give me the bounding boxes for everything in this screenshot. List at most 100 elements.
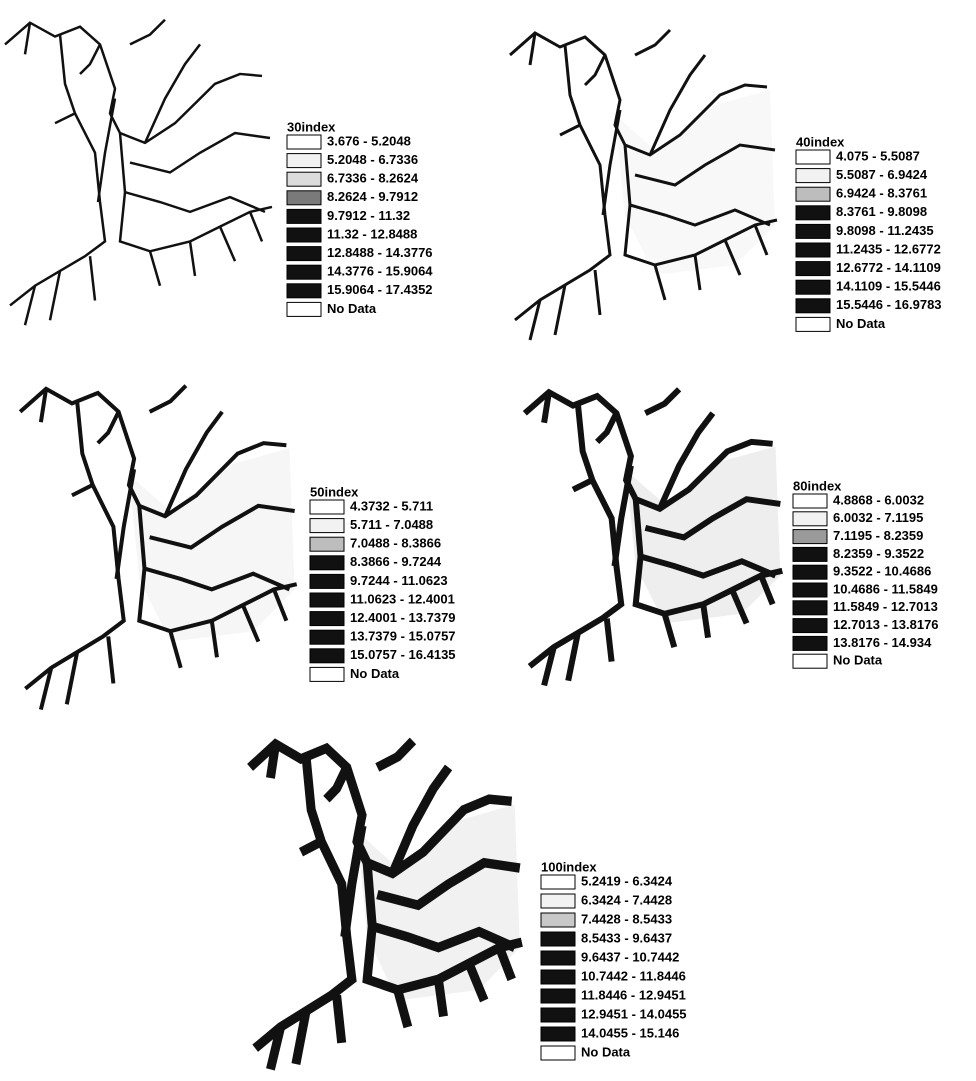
legend-swatch xyxy=(287,135,321,149)
legend-swatch xyxy=(793,601,827,615)
river xyxy=(597,413,616,442)
legend-swatch xyxy=(793,619,827,633)
legend-label: 12.4001 - 13.7379 xyxy=(350,610,456,625)
river xyxy=(190,241,195,275)
legend-swatch xyxy=(796,224,830,238)
legend-label: 5.2419 - 6.3424 xyxy=(581,873,673,888)
legend-swatch xyxy=(796,299,830,313)
legend-label: No Data xyxy=(581,1044,631,1059)
river xyxy=(615,466,631,566)
river xyxy=(98,412,119,443)
legend-label: 9.7912 - 11.32 xyxy=(327,208,410,223)
legend-label: 11.5849 - 12.7013 xyxy=(833,599,938,614)
map xyxy=(525,389,782,685)
map-shade xyxy=(615,90,775,275)
river xyxy=(150,386,186,412)
legend-swatch xyxy=(287,228,321,242)
river xyxy=(607,619,612,662)
river xyxy=(120,133,272,251)
river xyxy=(555,285,565,335)
legend-label: 6.0032 - 7.1195 xyxy=(833,510,923,525)
legend-label: 7.1195 - 8.2359 xyxy=(833,528,923,543)
river xyxy=(220,227,235,261)
legend-swatch xyxy=(796,206,830,220)
legend-label: 8.3761 - 9.8098 xyxy=(836,204,927,219)
river xyxy=(50,271,60,320)
legend-label: 12.9451 - 14.0455 xyxy=(581,1006,687,1021)
river xyxy=(117,469,135,579)
legend-label: 7.0488 - 8.3866 xyxy=(350,536,441,551)
river xyxy=(145,44,200,143)
legend-label: 15.9064 - 17.4352 xyxy=(327,282,433,297)
legend-label: 14.1109 - 15.5446 xyxy=(836,279,941,294)
legend-label: 4.8868 - 6.0032 xyxy=(833,492,924,507)
legend-label: 5.2048 - 6.7336 xyxy=(327,152,418,167)
legend-swatch xyxy=(793,494,827,508)
legend-label: 9.8098 - 11.2435 xyxy=(836,223,934,238)
legend-label: 12.7013 - 13.8176 xyxy=(833,617,939,632)
river xyxy=(130,20,165,45)
legend-swatch xyxy=(310,556,344,570)
river xyxy=(80,44,100,74)
river xyxy=(5,23,262,143)
legend-swatch xyxy=(793,547,827,561)
legend-label: 11.0623 - 12.4001 xyxy=(350,591,455,606)
legend-label: 8.2359 - 9.3522 xyxy=(833,546,924,561)
river xyxy=(150,251,160,285)
river xyxy=(301,842,321,853)
river xyxy=(326,767,346,799)
figure: 30index3.676 - 5.2048 5.2048 - 6.7336 6.73… xyxy=(0,0,976,1081)
legend-swatch xyxy=(793,636,827,650)
legend-swatch xyxy=(796,243,830,257)
legend-title: 30index xyxy=(287,119,336,134)
legend-swatch xyxy=(287,154,321,168)
river xyxy=(635,30,670,55)
river xyxy=(377,741,413,767)
legend-label: 3.676 - 5.2048 xyxy=(327,133,411,148)
legend-swatch xyxy=(541,951,575,965)
legend-swatch xyxy=(541,894,575,908)
legend-swatch xyxy=(796,280,830,294)
legend-label: No Data xyxy=(836,316,886,331)
legend-swatch xyxy=(796,169,830,183)
legend-swatch xyxy=(287,265,321,279)
legend-swatch xyxy=(793,512,827,526)
legend-swatch xyxy=(793,654,827,668)
legend-label: 8.2624 - 9.7912 xyxy=(327,189,418,204)
legend-label: 13.7379 - 15.0757 xyxy=(350,629,456,644)
legend-label: 5.5087 - 6.9424 xyxy=(836,167,928,182)
legend-label: 8.5433 - 9.6437 xyxy=(581,930,672,945)
legend-label: 7.4428 - 8.5433 xyxy=(581,911,672,926)
legend-swatch xyxy=(796,317,830,331)
river xyxy=(337,995,342,1043)
legend-swatch xyxy=(310,537,344,551)
map xyxy=(250,741,522,1070)
legend-swatch xyxy=(541,1008,575,1022)
legend-label: 4.3732 - 5.711 xyxy=(350,498,433,513)
legend-label: 11.32 - 12.8488 xyxy=(327,226,417,241)
river xyxy=(270,744,275,778)
legend-label: 14.3776 - 15.9064 xyxy=(327,264,433,279)
legend-swatch xyxy=(541,1027,575,1041)
legend-label: No Data xyxy=(833,653,883,668)
legend-label: 9.7244 - 11.0623 xyxy=(350,573,448,588)
legend-swatch xyxy=(541,989,575,1003)
legend-swatch xyxy=(793,530,827,544)
river xyxy=(603,110,620,215)
map xyxy=(5,20,272,325)
legend-swatch xyxy=(310,500,344,514)
legend-label: 12.6772 - 14.1109 xyxy=(836,260,941,275)
legend-label: 6.7336 - 8.2624 xyxy=(327,171,419,186)
legend-swatch xyxy=(541,913,575,927)
river xyxy=(108,636,113,683)
map xyxy=(20,386,297,710)
legend-swatch xyxy=(310,612,344,626)
legend-label: 15.0757 - 16.4135 xyxy=(350,647,456,662)
legend-label: No Data xyxy=(327,301,377,316)
legend-label: 14.0455 - 15.146 xyxy=(581,1025,679,1040)
river xyxy=(585,55,605,85)
legend-swatch xyxy=(310,593,344,607)
river xyxy=(595,270,600,315)
legend-swatch xyxy=(310,630,344,644)
legend-swatch xyxy=(541,970,575,984)
